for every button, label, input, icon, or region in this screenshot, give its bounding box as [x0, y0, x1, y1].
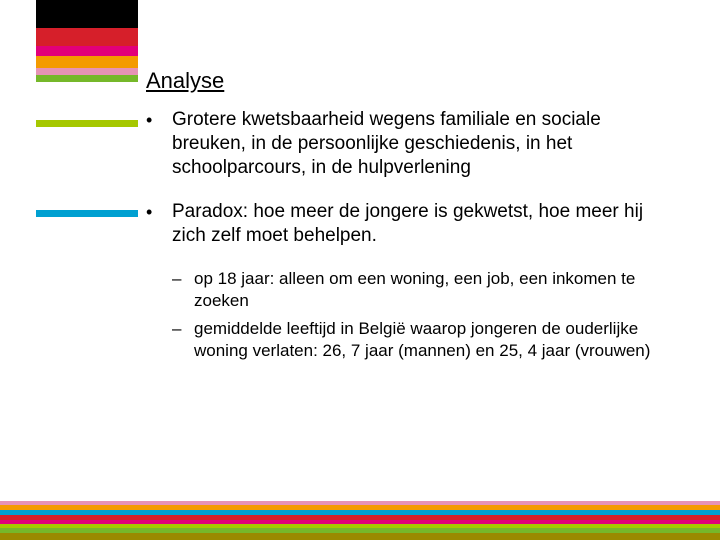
bullet-level1: •Paradox: hoe meer de jongere is gekwets… [146, 200, 666, 248]
bullet-marker: • [146, 108, 172, 180]
bullet-marker: • [146, 200, 172, 248]
color-stripe [36, 28, 138, 46]
bullet-text: gemiddelde leeftijd in België waarop jon… [194, 318, 666, 362]
color-stripe [36, 75, 138, 82]
bullet-marker: – [172, 318, 194, 362]
color-stripe [36, 68, 138, 75]
footer-stripes [0, 501, 720, 540]
side-stripe [36, 120, 138, 127]
bullet-level1: •Grotere kwetsbaarheid wegens familiale … [146, 108, 666, 180]
slide: Analyse •Grotere kwetsbaarheid wegens fa… [0, 0, 720, 540]
slide-content: •Grotere kwetsbaarheid wegens familiale … [146, 108, 666, 368]
color-stripe [36, 56, 138, 68]
bullet-marker: – [172, 268, 194, 312]
side-stripe [36, 210, 138, 217]
slide-title: Analyse [146, 68, 224, 94]
bullet-text: Grotere kwetsbaarheid wegens familiale e… [172, 108, 666, 180]
color-stripe [36, 0, 138, 28]
bullet-text: Paradox: hoe meer de jongere is gekwetst… [172, 200, 666, 248]
bullet-text: op 18 jaar: alleen om een woning, een jo… [194, 268, 666, 312]
top-color-block [36, 0, 138, 82]
bullet-level2: –gemiddelde leeftijd in België waarop jo… [146, 318, 666, 362]
bullet-level2: –op 18 jaar: alleen om een woning, een j… [146, 268, 666, 312]
color-stripe [36, 46, 138, 56]
footer-row [0, 533, 720, 540]
